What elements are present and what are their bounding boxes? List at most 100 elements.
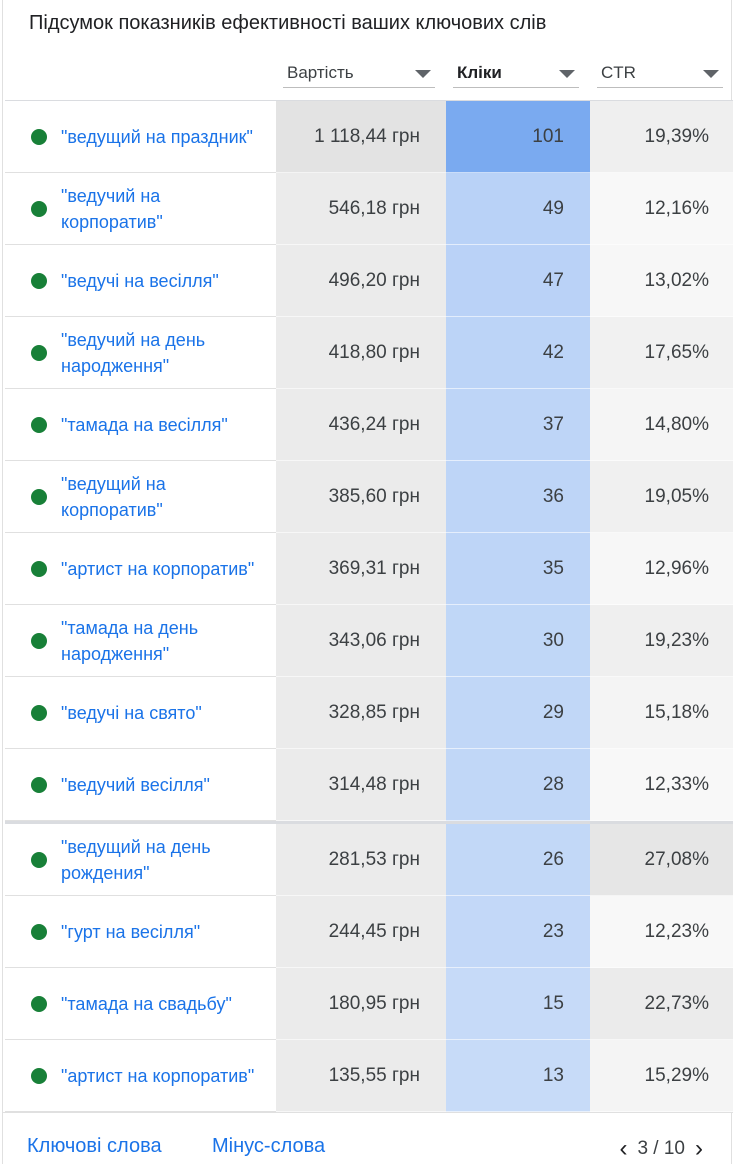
table-row: "тамада на день народження" 343,06 грн 30 1…	[5, 605, 733, 677]
keywords-link[interactable]: Ключові слова	[27, 1135, 162, 1157]
table-row: "ведущий на день рождения" 281,53 грн 26 27…	[5, 821, 733, 896]
ctr-cell: 12,96%	[590, 533, 733, 605]
keyword-link[interactable]: "ведучий весілля"	[61, 774, 210, 795]
table-row: "ведущий на праздник" 1 118,44 грн 101 19,3…	[5, 101, 733, 173]
keyword-cell: "ведущий на день рождения"	[5, 824, 276, 896]
keyword-link[interactable]: "ведучі на свято"	[61, 702, 202, 723]
keyword-link[interactable]: "тамада на день народження"	[61, 617, 199, 664]
chevron-right-icon[interactable]: ›	[695, 1135, 703, 1162]
negative-keywords-link[interactable]: Мінус-слова	[212, 1135, 326, 1157]
ctr-cell: 15,18%	[590, 677, 733, 749]
cost-cell: 369,31 грн	[276, 533, 446, 605]
clicks-cell: 28	[446, 749, 590, 821]
table-row: "тамада на весілля" 436,24 грн 37 14,80%	[5, 389, 733, 461]
ctr-cell: 13,02%	[590, 245, 733, 317]
keyword-link[interactable]: "ведущий на корпоратив"	[61, 473, 166, 520]
status-dot-icon	[31, 128, 47, 145]
clicks-cell: 35	[446, 533, 590, 605]
keyword-link[interactable]: "ведущий на день рождения"	[61, 836, 211, 883]
keyword-link[interactable]: "ведущий на праздник"	[61, 126, 253, 147]
cost-cell: 546,18 грн	[276, 173, 446, 245]
column-label-ctr: CTR	[601, 63, 636, 82]
keyword-cell: "ведучий весілля"	[5, 749, 276, 821]
keyword-cell: "артист на корпоратив"	[5, 533, 276, 605]
keyword-cell: "тамада на весілля"	[5, 389, 276, 461]
table-row: "ведучі на весілля" 496,20 грн 47 13,02%	[5, 245, 733, 317]
column-label-clicks: Кліки	[457, 63, 502, 82]
clicks-cell: 23	[446, 896, 590, 968]
cost-cell: 385,60 грн	[276, 461, 446, 533]
keyword-cell: "ведучий на корпоратив"	[5, 173, 276, 245]
keyword-cell: "артист на корпоратив"	[5, 1040, 276, 1112]
ctr-cell: 17,65%	[590, 317, 733, 389]
clicks-cell: 49	[446, 173, 590, 245]
clicks-cell: 26	[446, 824, 590, 896]
status-dot-icon	[31, 995, 47, 1012]
keyword-cell: "тамада на день народження"	[5, 605, 276, 677]
cost-cell: 418,80 грн	[276, 317, 446, 389]
clicks-cell: 37	[446, 389, 590, 461]
table-row: "тамада на свадьбу" 180,95 грн 15 22,73%	[5, 968, 733, 1040]
keyword-link[interactable]: "ведучий на день народження"	[61, 329, 206, 376]
clicks-cell: 13	[446, 1040, 590, 1112]
ctr-cell: 22,73%	[590, 968, 733, 1040]
dropdown-arrow-icon	[703, 70, 719, 78]
cost-cell: 436,24 грн	[276, 389, 446, 461]
page-indicator: 3 / 10	[637, 1138, 685, 1159]
clicks-cell: 15	[446, 968, 590, 1040]
ctr-cell: 15,29%	[590, 1040, 733, 1112]
keyword-cell: "гурт на весілля"	[5, 896, 276, 968]
table-row: "артист на корпоратив" 369,31 грн 35 12,96%	[5, 533, 733, 605]
status-dot-icon	[31, 704, 47, 721]
table-row: "ведучий весілля" 314,48 грн 28 12,33%	[5, 749, 733, 821]
ctr-cell: 12,33%	[590, 749, 733, 821]
table-row: "гурт на весілля" 244,45 грн 23 12,23%	[5, 896, 733, 968]
table-row: "ведучі на свято" 328,85 грн 29 15,18%	[5, 677, 733, 749]
ctr-cell: 14,80%	[590, 389, 733, 461]
clicks-cell: 36	[446, 461, 590, 533]
clicks-cell: 30	[446, 605, 590, 677]
keyword-link[interactable]: "ведучий на корпоратив"	[61, 185, 163, 232]
ctr-cell: 19,05%	[590, 461, 733, 533]
keyword-link[interactable]: "артист на корпоратив"	[61, 558, 255, 579]
table-row: "артист на корпоратив" 135,55 грн 13 15,29%	[5, 1040, 733, 1112]
keyword-cell: "ведущий на праздник"	[5, 101, 276, 173]
column-header-cost[interactable]: Вартість	[283, 58, 435, 88]
status-dot-icon	[31, 632, 47, 649]
cost-cell: 281,53 грн	[276, 824, 446, 896]
cost-cell: 135,55 грн	[276, 1040, 446, 1112]
dropdown-arrow-icon	[559, 70, 575, 78]
keyword-link[interactable]: "артист на корпоратив"	[61, 1065, 255, 1086]
status-dot-icon	[31, 416, 47, 433]
status-dot-icon	[31, 776, 47, 793]
status-dot-icon	[31, 560, 47, 577]
column-header-ctr[interactable]: CTR	[597, 58, 723, 88]
clicks-cell: 47	[446, 245, 590, 317]
chevron-left-icon[interactable]: ‹	[619, 1135, 628, 1162]
ctr-cell: 12,16%	[590, 173, 733, 245]
card-footer: Ключові слова Мінус-слова ‹ 3 / 10 ›	[3, 1112, 733, 1164]
cost-cell: 496,20 грн	[276, 245, 446, 317]
status-dot-icon	[31, 272, 47, 289]
clicks-cell: 101	[446, 101, 590, 173]
cost-cell: 328,85 грн	[276, 677, 446, 749]
status-dot-icon	[31, 1067, 47, 1084]
keyword-link[interactable]: "гурт на весілля"	[61, 921, 201, 942]
table-row: "ведучий на корпоратив" 546,18 грн 49 12,16…	[5, 173, 733, 245]
status-dot-icon	[31, 344, 47, 361]
keyword-link[interactable]: "тамада на свадьбу"	[61, 993, 232, 1014]
keyword-link[interactable]: "тамада на весілля"	[61, 414, 228, 435]
keyword-cell: "ведучий на день народження"	[5, 317, 276, 389]
keyword-cell: "ведучі на свято"	[5, 677, 276, 749]
keyword-link[interactable]: "ведучі на весілля"	[61, 270, 219, 291]
cost-cell: 314,48 грн	[276, 749, 446, 821]
ctr-cell: 27,08%	[590, 824, 733, 896]
cost-cell: 180,95 грн	[276, 968, 446, 1040]
column-header-clicks[interactable]: Кліки	[453, 58, 579, 88]
keyword-table: "ведущий на праздник" 1 118,44 грн 101 19,3…	[5, 100, 733, 1112]
status-dot-icon	[31, 851, 47, 868]
pagination: ‹ 3 / 10 ›	[619, 1135, 703, 1163]
cost-cell: 1 118,44 грн	[276, 101, 446, 173]
keyword-cell: "ведущий на корпоратив"	[5, 461, 276, 533]
